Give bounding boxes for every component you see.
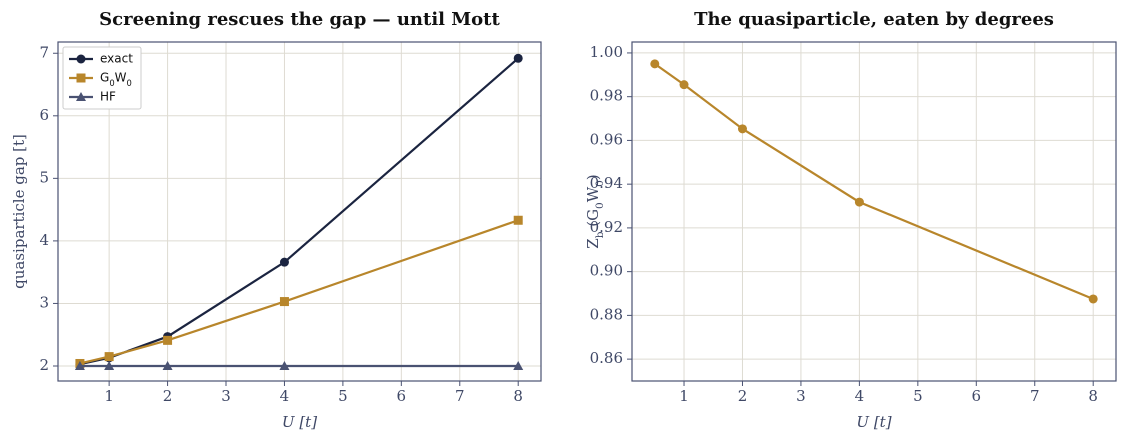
- marker: [737, 124, 747, 134]
- marker: [279, 360, 290, 370]
- y-tick-label: 2: [39, 356, 49, 374]
- marker: [854, 197, 864, 207]
- legend-marker: [76, 54, 86, 64]
- x-tick-label: 6: [397, 387, 407, 405]
- chart-title: The quasiparticle, eaten by degrees: [694, 9, 1054, 30]
- legend-label: exact: [100, 52, 133, 66]
- y-tick-label: 0.94: [590, 174, 623, 192]
- y-tick-label: 0.88: [590, 305, 623, 323]
- legend-label: HF: [100, 90, 116, 104]
- y-tick-label: 5: [39, 168, 49, 186]
- x-axis-label: U [t]: [856, 413, 891, 431]
- x-axis-label: U [t]: [282, 413, 317, 431]
- line: [654, 62, 1094, 301]
- y-tick-label: 0.98: [590, 87, 623, 105]
- y-tick-label: 3: [39, 293, 49, 311]
- legend-marker: [76, 73, 86, 83]
- x-tick-label: 1: [104, 387, 114, 405]
- x-tick-label: 2: [738, 387, 748, 405]
- y-tick-label: 4: [39, 231, 49, 249]
- y-tick-label: 1.00: [590, 43, 623, 61]
- y-axis-label: quasiparticle gap [t]: [10, 134, 28, 289]
- marker: [1088, 294, 1098, 304]
- marker: [513, 360, 524, 370]
- marker: [650, 59, 660, 69]
- marker: [513, 215, 523, 225]
- marker: [74, 360, 85, 370]
- x-tick-label: 3: [796, 387, 806, 405]
- y-tick-label: 0.96: [590, 130, 623, 148]
- x-tick-label: 4: [855, 387, 865, 405]
- y-tick-label: 0.86: [590, 349, 623, 367]
- x-tick-label: 5: [338, 387, 348, 405]
- x-tick-label: 7: [455, 387, 465, 405]
- y-tick-label: 6: [39, 106, 49, 124]
- marker: [104, 360, 115, 370]
- legend-label: G0W0: [100, 71, 132, 88]
- line: [79, 219, 519, 365]
- marker: [679, 80, 689, 90]
- y-tick-label: 0.92: [590, 218, 623, 236]
- plot-frame: [57, 41, 542, 382]
- marker: [279, 297, 289, 307]
- line: [79, 57, 519, 366]
- plot-frame: [631, 41, 1117, 382]
- y-axis-label: Zb (G0W0): [584, 174, 606, 248]
- marker: [513, 53, 523, 63]
- x-tick-label: 8: [513, 387, 523, 405]
- marker: [104, 352, 114, 362]
- x-tick-label: 8: [1088, 387, 1098, 405]
- x-tick-label: 4: [280, 387, 290, 405]
- marker: [163, 335, 173, 345]
- x-tick-label: 2: [163, 387, 173, 405]
- y-tick-label: 0.90: [590, 262, 623, 280]
- marker: [162, 360, 173, 370]
- x-tick-label: 5: [913, 387, 923, 405]
- x-tick-label: 3: [221, 387, 231, 405]
- x-tick-label: 1: [679, 387, 689, 405]
- legend-marker: [76, 92, 86, 101]
- x-tick-label: 6: [972, 387, 982, 405]
- x-tick-label: 7: [1030, 387, 1040, 405]
- chart-title: Screening rescues the gap — until Mott: [99, 9, 500, 30]
- y-tick-label: 7: [39, 43, 49, 61]
- marker: [279, 257, 289, 267]
